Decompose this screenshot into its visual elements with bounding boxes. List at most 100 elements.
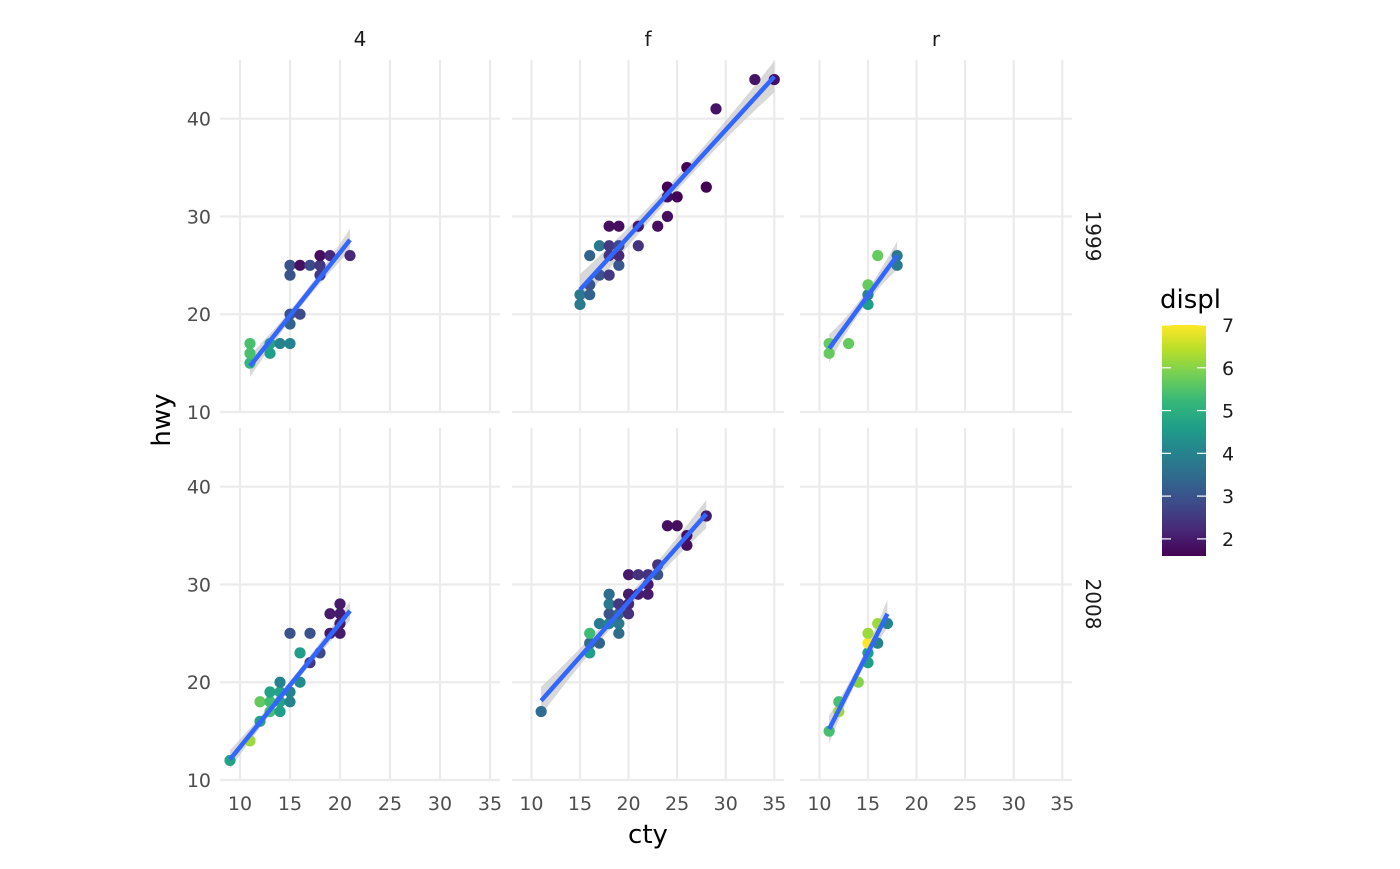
facet-label-row-2008: 2008: [1081, 579, 1105, 630]
data-point: [603, 598, 615, 610]
data-point: [574, 298, 586, 311]
data-point: [284, 627, 296, 639]
data-point: [862, 279, 874, 291]
x-tick-label: 30: [714, 793, 738, 815]
x-axis-title: cty: [628, 820, 668, 850]
panels-layer: [220, 60, 1072, 782]
y-tick-label: 10: [187, 770, 211, 792]
data-point: [244, 347, 256, 359]
legend-tick-label: 4: [1222, 443, 1234, 465]
data-point: [574, 289, 586, 301]
facet-label-row-1999: 1999: [1081, 211, 1105, 262]
y-axis-title: hwy: [147, 393, 177, 446]
x-tick-label: 25: [953, 793, 977, 815]
data-point: [613, 617, 625, 630]
data-point: [842, 337, 855, 350]
data-point: [823, 347, 835, 359]
data-point: [324, 608, 336, 620]
data-point: [872, 249, 884, 262]
data-point: [584, 627, 596, 639]
axes-layer: 4 f r 1999 2008 10 20 30 40 10 20 30 40 10 15 20 25 30 35 1…: [187, 27, 1105, 815]
data-point: [661, 520, 674, 532]
legend-tick-label: 6: [1222, 358, 1234, 380]
data-point: [671, 520, 683, 532]
regression-line: [228, 609, 352, 761]
regression-line: [827, 612, 890, 731]
y-tick-label: 20: [187, 304, 211, 326]
y-tick-label: 40: [187, 109, 211, 131]
x-tick-label: 25: [378, 793, 402, 815]
data-point: [584, 289, 596, 301]
panel-f-1999: [512, 60, 784, 414]
data-point: [700, 181, 712, 193]
data-point: [622, 569, 635, 581]
data-point: [284, 696, 296, 708]
data-point: [334, 598, 346, 610]
data-point: [603, 608, 615, 620]
data-point: [314, 249, 326, 262]
x-tick-label: 15: [278, 793, 302, 815]
data-point: [304, 259, 316, 271]
data-point: [652, 220, 664, 232]
x-tick-label: 20: [616, 793, 640, 815]
y-tick-label: 30: [187, 574, 211, 596]
legend-tick-label: 3: [1222, 486, 1234, 508]
data-point: [593, 240, 606, 252]
data-point: [314, 259, 326, 271]
data-point: [671, 191, 683, 203]
data-point: [593, 617, 606, 630]
y-tick-label: 40: [187, 477, 211, 499]
x-tick-label: 10: [807, 793, 831, 815]
x-tick-label: 10: [519, 793, 543, 815]
x-tick-label: 35: [1050, 793, 1074, 815]
x-tick-label: 35: [478, 793, 502, 815]
y-tick-label: 30: [187, 206, 211, 228]
legend-colorbar: [1162, 325, 1206, 556]
legend-tick-label: 7: [1222, 315, 1234, 337]
data-point: [642, 588, 654, 600]
panel-4-2008: [220, 428, 500, 782]
data-point: [334, 627, 346, 639]
regression-line: [539, 512, 708, 703]
data-point: [254, 696, 266, 708]
x-tick-label: 30: [428, 793, 452, 815]
data-point: [274, 705, 286, 718]
data-point: [274, 676, 286, 688]
data-point: [613, 259, 625, 271]
panel-r-2008: [800, 428, 1072, 782]
y-tick-label: 20: [187, 672, 211, 694]
data-point: [274, 337, 286, 350]
data-point: [603, 240, 615, 252]
data-point: [284, 337, 296, 350]
data-point: [294, 647, 306, 659]
data-point: [749, 73, 761, 86]
data-point: [264, 347, 276, 359]
data-point: [603, 269, 615, 281]
data-point: [284, 269, 296, 281]
panel-r-1999: [800, 60, 1072, 414]
x-tick-label: 10: [228, 793, 252, 815]
x-tick-label: 30: [1002, 793, 1026, 815]
x-tick-label: 20: [904, 793, 928, 815]
data-point: [535, 705, 547, 718]
data-point: [632, 240, 644, 252]
legend-tick-label: 2: [1222, 529, 1234, 551]
x-tick-label: 15: [568, 793, 592, 815]
x-tick-label: 20: [328, 793, 352, 815]
x-tick-label: 15: [856, 793, 880, 815]
data-point: [710, 103, 722, 115]
data-point: [344, 249, 356, 262]
data-point: [603, 220, 615, 232]
legend-tick-label: 5: [1222, 401, 1234, 423]
data-point: [584, 249, 596, 262]
data-point: [294, 259, 306, 271]
data-point: [613, 627, 625, 639]
data-point: [632, 569, 644, 581]
panel-4-1999: [220, 60, 500, 414]
regression-line: [248, 238, 352, 368]
data-point: [661, 210, 674, 223]
x-tick-label: 35: [762, 793, 786, 815]
data-point: [622, 608, 635, 620]
